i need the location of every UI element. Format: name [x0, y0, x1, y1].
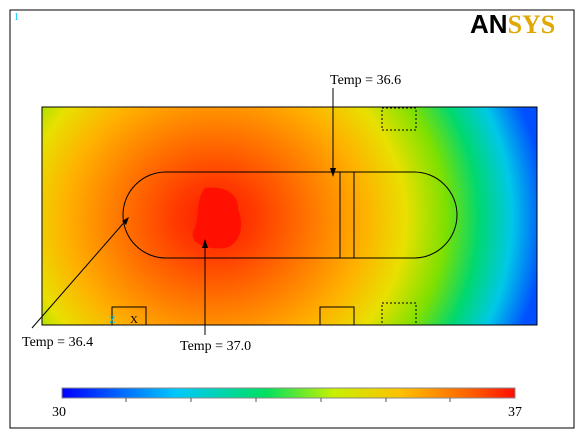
- arrowhead: [330, 168, 336, 177]
- annotation: Temp = 36.6: [330, 73, 401, 88]
- capsule: [122, 171, 458, 259]
- annotation: Temp = 37.0: [180, 339, 251, 354]
- colorbar: [61, 387, 516, 399]
- window-number: 1: [14, 12, 19, 23]
- arrowhead: [122, 217, 129, 225]
- axis-label: Z: [109, 314, 116, 326]
- block: [111, 306, 147, 326]
- block: [319, 306, 355, 326]
- block: [381, 302, 417, 326]
- arrowhead: [202, 239, 208, 248]
- plate-outline: [41, 106, 538, 326]
- colorbar-max: 37: [508, 405, 522, 420]
- logo: ANSYS: [470, 9, 555, 39]
- colorbar-ticks: [125, 398, 451, 402]
- contour: [42, 107, 537, 325]
- annotation: Temp = 36.4: [22, 335, 93, 350]
- leader: [31, 217, 129, 329]
- block: [381, 107, 417, 131]
- colorbar-min: 30: [52, 405, 66, 420]
- axis-label: X: [130, 314, 138, 326]
